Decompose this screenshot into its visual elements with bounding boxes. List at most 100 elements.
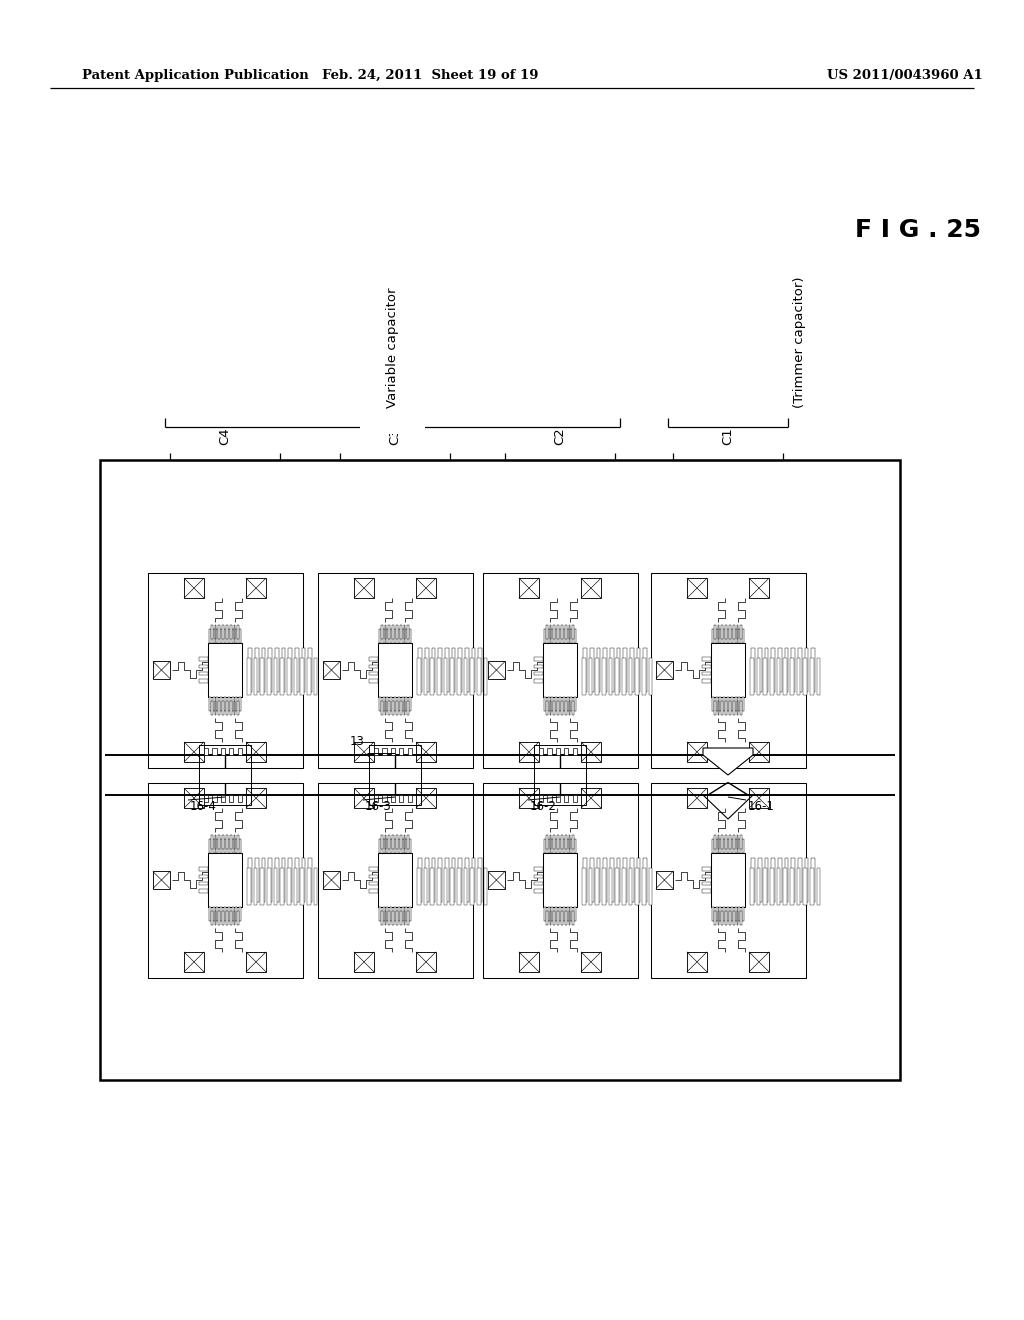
Bar bbox=[401, 840, 403, 853]
Bar bbox=[487, 661, 505, 678]
Bar bbox=[391, 748, 395, 755]
Bar bbox=[470, 869, 474, 906]
Bar bbox=[478, 648, 482, 692]
Bar bbox=[388, 836, 390, 849]
Bar bbox=[729, 701, 731, 715]
Bar bbox=[465, 648, 469, 692]
Bar bbox=[597, 858, 600, 902]
Bar bbox=[572, 836, 574, 849]
Bar bbox=[370, 672, 378, 676]
Bar bbox=[770, 659, 774, 696]
Bar bbox=[702, 890, 711, 892]
Bar bbox=[231, 840, 233, 853]
Bar bbox=[472, 858, 475, 902]
Bar bbox=[725, 836, 727, 849]
Bar bbox=[238, 748, 242, 755]
Bar bbox=[483, 869, 487, 906]
Bar bbox=[702, 664, 711, 668]
Bar bbox=[370, 882, 378, 886]
Bar bbox=[590, 858, 594, 902]
Bar bbox=[238, 795, 242, 803]
Bar bbox=[222, 624, 224, 639]
Bar bbox=[209, 907, 211, 921]
Bar bbox=[396, 911, 398, 925]
Bar bbox=[752, 858, 755, 902]
Bar bbox=[740, 624, 742, 639]
Bar bbox=[274, 858, 279, 902]
Bar bbox=[544, 907, 546, 921]
Bar bbox=[383, 697, 385, 711]
Bar bbox=[568, 836, 570, 849]
Bar bbox=[630, 648, 634, 692]
Bar bbox=[758, 648, 762, 692]
Bar bbox=[570, 630, 572, 643]
Bar bbox=[398, 697, 399, 711]
Bar bbox=[656, 661, 673, 678]
Bar bbox=[519, 952, 539, 972]
Bar bbox=[572, 748, 577, 755]
Bar bbox=[273, 869, 278, 906]
Bar bbox=[570, 697, 572, 711]
Bar bbox=[584, 648, 587, 692]
Bar bbox=[379, 697, 381, 711]
Bar bbox=[220, 840, 222, 853]
Bar bbox=[260, 869, 264, 906]
Bar bbox=[550, 836, 552, 849]
Bar bbox=[215, 911, 216, 925]
Bar bbox=[438, 858, 442, 902]
Bar bbox=[727, 840, 729, 853]
Bar bbox=[720, 630, 721, 643]
Bar bbox=[399, 748, 403, 755]
Bar bbox=[559, 697, 561, 711]
Bar bbox=[584, 858, 587, 902]
Bar bbox=[552, 907, 553, 921]
Bar bbox=[229, 911, 231, 925]
Bar bbox=[437, 659, 440, 696]
Bar bbox=[582, 869, 586, 906]
Bar bbox=[228, 630, 229, 643]
Bar bbox=[740, 836, 742, 849]
Bar bbox=[535, 890, 543, 892]
Bar bbox=[687, 788, 708, 808]
Bar bbox=[399, 701, 401, 715]
Bar bbox=[153, 661, 170, 678]
Bar bbox=[742, 697, 744, 711]
Bar bbox=[406, 840, 408, 853]
Bar bbox=[548, 630, 550, 643]
Bar bbox=[742, 907, 744, 921]
Bar bbox=[313, 659, 317, 696]
Bar bbox=[459, 648, 462, 692]
Bar bbox=[778, 648, 781, 692]
Bar bbox=[260, 659, 264, 696]
Bar bbox=[721, 624, 723, 639]
Bar bbox=[211, 701, 213, 715]
Bar bbox=[408, 911, 410, 925]
Bar bbox=[221, 795, 225, 803]
Bar bbox=[224, 697, 226, 711]
Text: (Trimmer capacitor): (Trimmer capacitor) bbox=[793, 276, 806, 408]
Bar bbox=[783, 659, 787, 696]
Bar bbox=[410, 697, 411, 711]
Bar bbox=[408, 624, 410, 639]
Bar bbox=[417, 659, 421, 696]
Bar bbox=[603, 858, 607, 902]
Bar bbox=[383, 907, 385, 921]
Bar bbox=[718, 836, 720, 849]
Text: C3: C3 bbox=[388, 428, 401, 445]
Bar bbox=[452, 858, 456, 902]
Bar bbox=[222, 911, 224, 925]
Bar bbox=[231, 630, 233, 643]
Bar bbox=[555, 840, 557, 853]
Bar bbox=[561, 701, 563, 715]
Bar bbox=[184, 578, 204, 598]
Bar bbox=[221, 748, 225, 755]
Bar bbox=[388, 624, 390, 639]
Bar bbox=[615, 869, 620, 906]
Bar bbox=[731, 630, 733, 643]
Bar bbox=[226, 701, 228, 715]
Bar bbox=[568, 701, 570, 715]
Bar bbox=[553, 624, 555, 639]
Text: Feb. 24, 2011  Sheet 19 of 19: Feb. 24, 2011 Sheet 19 of 19 bbox=[322, 69, 539, 82]
Bar bbox=[482, 783, 638, 978]
Bar bbox=[246, 578, 266, 598]
